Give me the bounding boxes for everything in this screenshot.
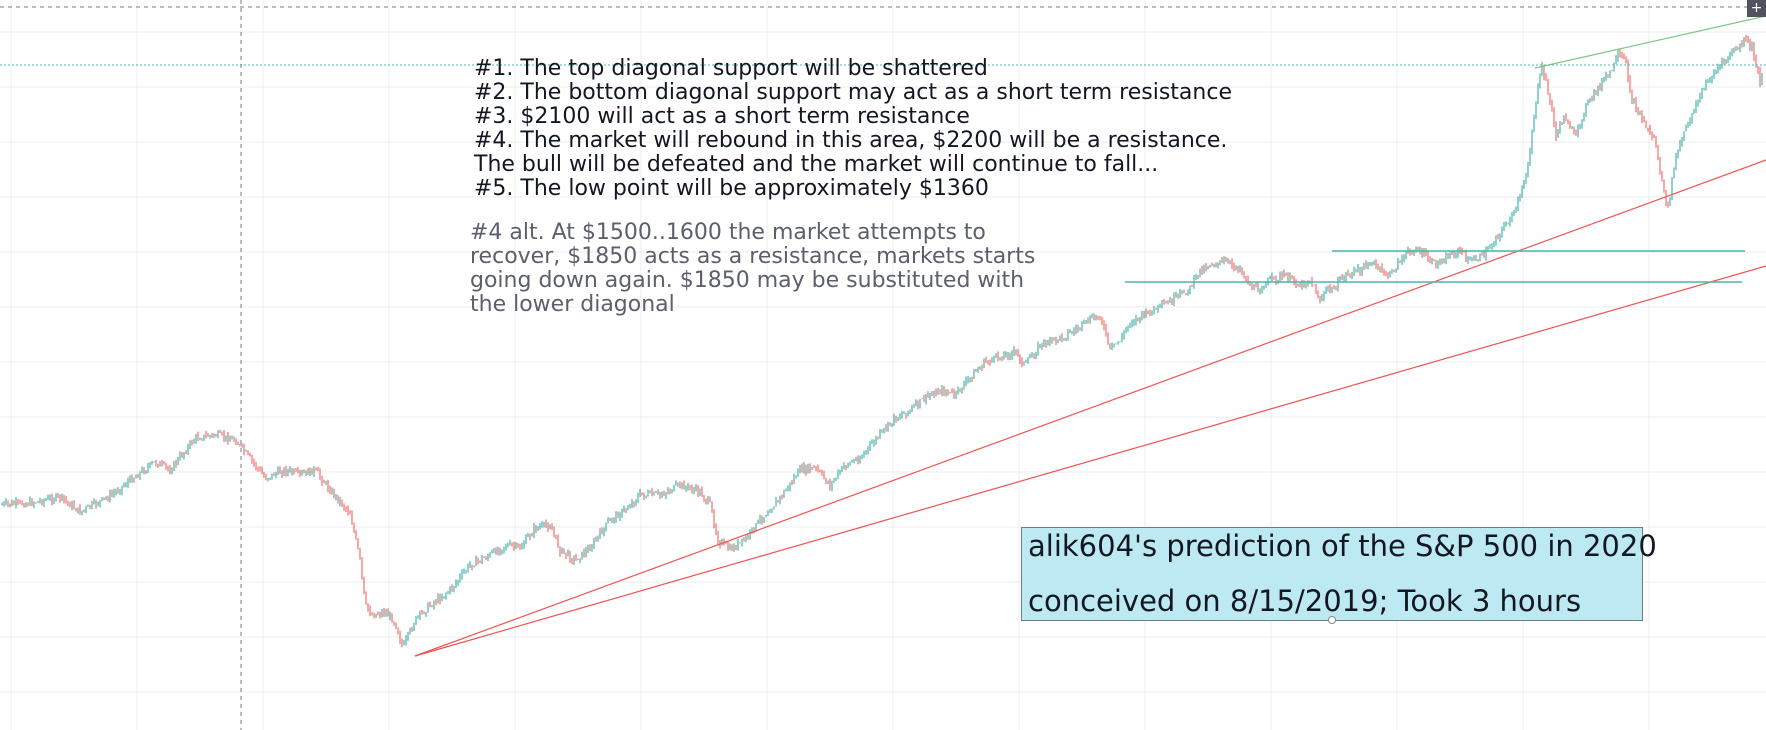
title-line-1: alik604's prediction of the S&P 500 in 2…: [1028, 529, 1657, 563]
plus-icon[interactable]: +: [1747, 0, 1766, 17]
note-3: #3. $2100 will act as a short term resis…: [474, 104, 970, 129]
prediction-title-box[interactable]: alik604's prediction of the S&P 500 in 2…: [1021, 527, 1657, 621]
upper-trendline: [1534, 15, 1766, 69]
alt-note-1: #4 alt. At $1500..1600 the market attemp…: [470, 220, 986, 245]
prediction-notes[interactable]: #1. The top diagonal support will be sha…: [474, 57, 1232, 201]
alternate-notes[interactable]: #4 alt. At $1500..1600 the market attemp…: [470, 221, 1035, 317]
support-trendline: [414, 159, 1766, 657]
title-line-2: conceived on 8/15/2019; Took 3 hours: [1028, 584, 1582, 618]
note-4-continued: The bull will be defeated and the market…: [474, 152, 1159, 177]
note-1: #1. The top diagonal support will be sha…: [474, 56, 988, 81]
note-2: #2. The bottom diagonal support may act …: [474, 80, 1232, 105]
drawing-lines: [0, 15, 1766, 657]
alt-note-4: the lower diagonal: [470, 292, 675, 317]
note-5: #5. The low point will be approximately …: [474, 176, 989, 201]
alt-note-3: going down again. $1850 may be substitut…: [470, 268, 1025, 293]
support-trendline: [414, 265, 1766, 657]
alt-note-2: recover, $1850 acts as a resistance, mar…: [470, 244, 1036, 269]
candlestick-series: [1, 34, 1763, 648]
note-4: #4. The market will rebound in this area…: [474, 128, 1228, 153]
resize-handle[interactable]: [1328, 616, 1336, 624]
